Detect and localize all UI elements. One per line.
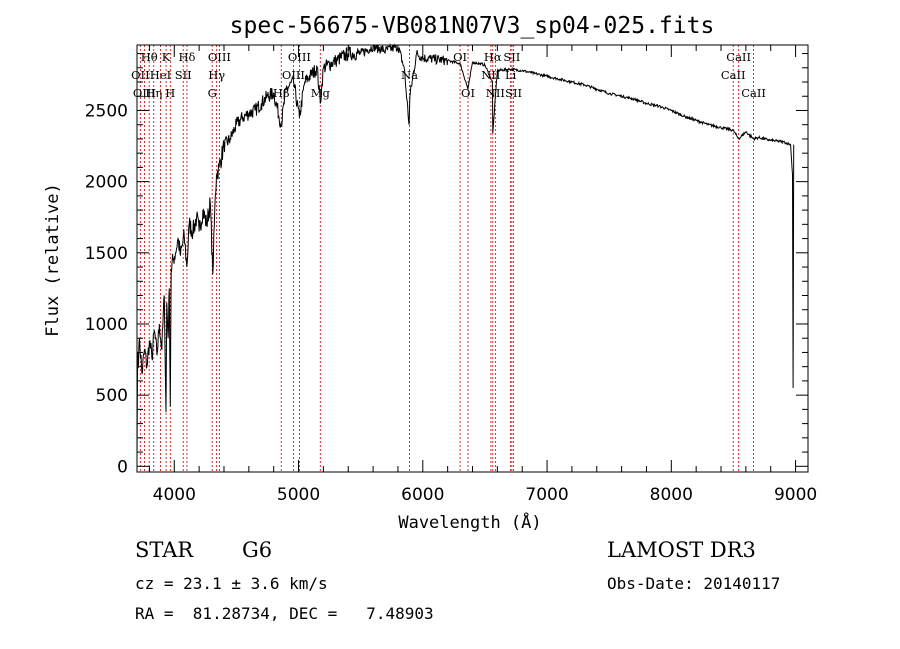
x-axis-label: Wavelength (Å) xyxy=(398,511,541,533)
y-tick-label-2000: 2000 xyxy=(85,173,128,193)
redshift-readout: cz = 23.1 ± 3.6 km/s xyxy=(135,574,328,593)
x-axis-ticks: 4000 5000 6000 7000 8000 9000 xyxy=(148,45,817,505)
sky-coordinates: RA = 81.28734, DEC = 7.48903 xyxy=(135,604,434,623)
line-label-4: HeI xyxy=(150,68,171,82)
line-label-9: OIII xyxy=(208,50,231,64)
y-tick-label-1000: 1000 xyxy=(85,315,128,335)
plot-frame xyxy=(136,44,809,473)
x-tick-label-6000: 6000 xyxy=(401,485,444,505)
line-label-15: Mg xyxy=(311,86,331,100)
observation-date: Obs-Date: 20140117 xyxy=(607,574,781,593)
line-label-13: OIII xyxy=(288,50,311,64)
y-tick-label-1500: 1500 xyxy=(85,244,128,264)
line-label-24: SII xyxy=(505,86,522,100)
line-label-27: CaII xyxy=(741,86,766,100)
y-axis-ticks: 0 500 1000 1500 2000 2500 xyxy=(85,53,808,477)
line-label-25: CaII xyxy=(726,50,751,64)
line-label-23: Li xyxy=(505,68,517,82)
line-label-0: Hθ xyxy=(141,50,158,64)
line-label-19: Hα xyxy=(484,50,502,64)
y-axis-label: Flux (relative) xyxy=(43,183,63,337)
line-label-26: CaII xyxy=(721,68,746,82)
line-label-18: OI xyxy=(461,86,475,100)
flux-line xyxy=(136,43,795,460)
line-label-22: SII xyxy=(503,50,520,64)
x-tick-label-5000: 5000 xyxy=(277,485,320,505)
chart-title: spec-56675-VB081N07V3_sp04-025.fits xyxy=(230,13,715,39)
x-tick-label-7000: 7000 xyxy=(525,485,568,505)
line-label-20: NII xyxy=(481,68,500,82)
y-tick-label-500: 500 xyxy=(96,386,128,406)
line-label-1: OII xyxy=(131,68,150,82)
x-tick-label-8000: 8000 xyxy=(650,485,693,505)
line-label-7: SII xyxy=(175,68,192,82)
object-class: STAR xyxy=(135,538,194,562)
line-label-16: Na xyxy=(401,68,418,82)
spectral-line-markers xyxy=(139,45,754,472)
line-label-14: OIII xyxy=(282,68,305,82)
line-label-8: H xyxy=(165,86,175,100)
line-label-3: K xyxy=(162,50,171,64)
line-label-5: Hη xyxy=(145,86,162,100)
line-label-10: Hγ xyxy=(208,68,225,82)
x-tick-label-4000: 4000 xyxy=(153,485,196,505)
survey-name: LAMOST DR3 xyxy=(607,538,756,562)
line-label-11: G xyxy=(208,86,217,100)
line-label-17: OI xyxy=(453,50,467,64)
flux-series xyxy=(136,43,795,460)
y-tick-label-2500: 2500 xyxy=(85,101,128,121)
x-tick-label-9000: 9000 xyxy=(774,485,817,505)
line-label-6: Hδ xyxy=(178,50,195,64)
y-tick-label-0: 0 xyxy=(117,457,128,477)
spectral-subclass: G6 xyxy=(242,538,273,562)
